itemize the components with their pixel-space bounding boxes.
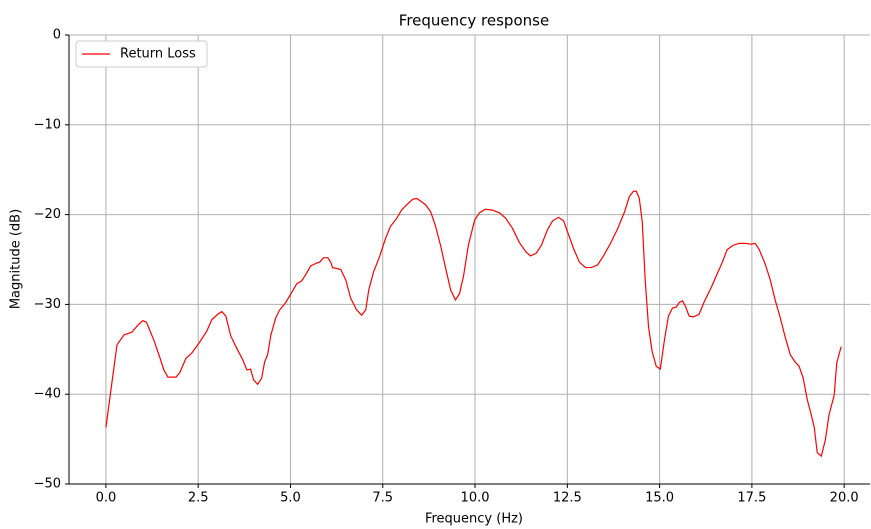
y-tick-label: −50	[34, 477, 61, 492]
y-tick-label: 0	[53, 28, 61, 43]
data-line	[105, 190, 842, 458]
chart-title: Frequency response	[399, 12, 549, 30]
x-tick-label: 0.0	[96, 491, 117, 506]
x-tick-label: 20.0	[830, 491, 859, 506]
x-tick-label: 17.5	[737, 491, 766, 506]
x-tick-label: 5.0	[280, 491, 301, 506]
x-tick-label: 7.5	[372, 491, 393, 506]
x-tick-label: 15.0	[645, 491, 674, 506]
y-tick-label: −20	[34, 207, 61, 222]
x-tick-label: 10.0	[461, 491, 490, 506]
y-axis-label: Magnitude (dB)	[9, 209, 24, 309]
legend-box	[75, 40, 208, 68]
y-tick-label: −10	[34, 117, 61, 132]
x-axis-label: Frequency (Hz)	[425, 512, 523, 527]
legend-label: Return Loss	[120, 47, 196, 62]
y-tick-label: −40	[34, 387, 61, 402]
x-tick-label: 2.5	[188, 491, 209, 506]
x-tick-label: 12.5	[553, 491, 582, 506]
y-tick-label: −30	[34, 297, 61, 312]
